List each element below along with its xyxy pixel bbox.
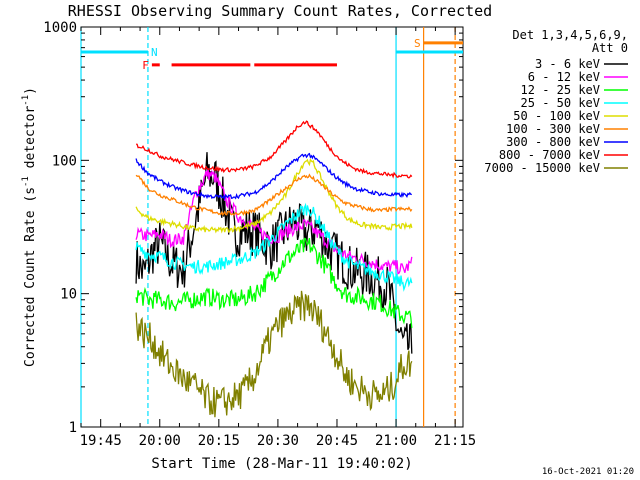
x-axis-label: Start Time (28-Mar-11 19:40:02) — [151, 456, 412, 472]
x-tick-label-4: 20:45 — [316, 433, 358, 449]
series-line-3 — [135, 202, 413, 292]
legend-label-3: 25 - 50 keV — [521, 96, 600, 110]
flag-label-S: S — [414, 37, 421, 50]
x-tick-label-5: 21:00 — [375, 433, 417, 449]
flag-label-N: N — [151, 46, 158, 59]
y-tick-label-2: 100 — [52, 153, 77, 169]
legend-label-5: 100 - 300 keV — [506, 122, 600, 136]
series-line-0 — [135, 152, 413, 354]
series-line-8 — [135, 290, 413, 418]
legend-label-1: 6 - 12 keV — [528, 70, 600, 84]
flag-label-F: F — [142, 59, 149, 72]
y-axis: 1 10 100 1000 — [43, 20, 463, 436]
timestamp: 16-Oct-2021 01:20 — [542, 467, 634, 477]
legend-label-0: 3 - 6 keV — [535, 57, 600, 71]
legend-label-8: 7000 - 15000 keV — [484, 161, 600, 175]
legend-label-6: 300 - 800 keV — [506, 135, 600, 149]
x-tick-label-6: 21:15 — [434, 433, 476, 449]
x-tick-label-0: 19:45 — [80, 433, 122, 449]
legend-label-7: 800 - 7000 keV — [499, 148, 600, 162]
y-tick-label-0: 1 — [69, 420, 77, 436]
legend-header-line-1: Det 1,3,4,5,6,9, — [512, 28, 628, 42]
y-axis-label: Corrected Count Rate (s-1 detector-1) — [21, 87, 38, 367]
x-axis: 19:45 20:00 20:15 20:30 20:45 21:00 21:15 — [80, 27, 476, 449]
legend-label-2: 12 - 25 keV — [521, 83, 600, 97]
y-tick-label-3: 1000 — [43, 20, 77, 36]
plot-area: NF S — [80, 26, 464, 428]
x-tick-label-2: 20:15 — [198, 433, 240, 449]
legend-header-line-2: Att 0 — [592, 41, 628, 55]
x-tick-label-1: 20:00 — [139, 433, 181, 449]
series-line-6 — [135, 152, 412, 201]
x-tick-label-3: 20:30 — [257, 433, 299, 449]
y-tick-label-1: 10 — [60, 287, 77, 303]
series-line-4 — [135, 158, 413, 234]
legend-label-4: 50 - 100 keV — [513, 109, 600, 123]
chart-title: RHESSI Observing Summary Count Rates, Co… — [68, 2, 492, 20]
flag-lines — [80, 27, 456, 427]
series-line-5 — [135, 173, 413, 217]
series-line-2 — [135, 237, 413, 328]
flag-bars: NF S — [81, 37, 463, 72]
series-lines — [135, 120, 413, 418]
series-line-7 — [135, 120, 413, 179]
